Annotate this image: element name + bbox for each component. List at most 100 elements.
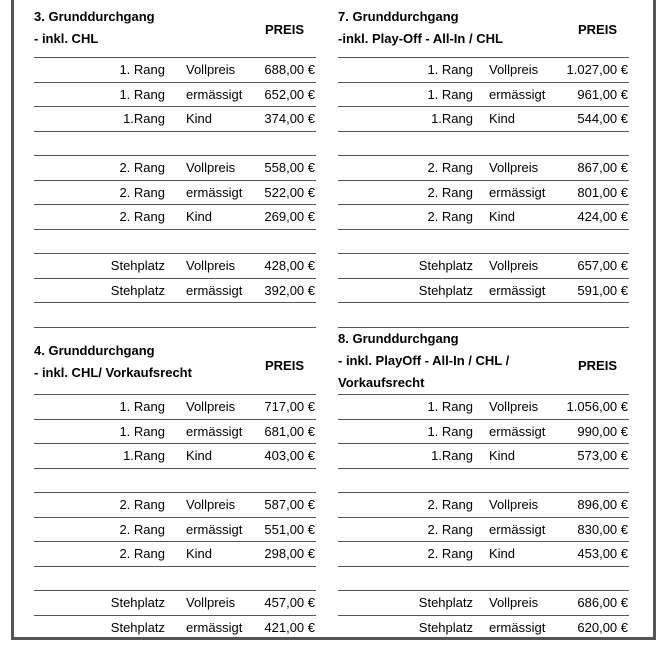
price-value: 681,00 € [264, 423, 315, 439]
seat-category: 1. Rang [427, 423, 473, 439]
price-table: 3. Grunddurchgang - inkl. CHL PREIS 1. Rang… [34, 0, 316, 327]
table-row: Stehplatz Vollpreis 457,00 € [34, 590, 316, 615]
price-value: 298,00 € [264, 546, 315, 561]
table-row [338, 228, 629, 254]
ticket-type: ermässigt [489, 619, 546, 635]
price-value: 867,00 € [577, 160, 628, 175]
table-row [34, 228, 316, 254]
ticket-type: Vollpreis [489, 595, 539, 610]
price-table: 7. Grunddurchgang -inkl. Play-Off - All-I… [338, 0, 629, 327]
table-row: 1. Rang ermässigt 961,00 € [338, 81, 629, 107]
price-table: 4. Grunddurchgang - inkl. CHL/ Vorkaufsre… [34, 327, 316, 639]
ticket-type: ermässigt [186, 86, 243, 102]
seat-category: 2. Rang [119, 497, 165, 512]
ticket-type: Vollpreis [186, 62, 236, 77]
table-row: 1. Rang ermässigt 652,00 € [34, 81, 316, 107]
price-column-header: PREIS [264, 358, 304, 373]
ticket-type: Vollpreis [186, 497, 236, 512]
ticket-type: Vollpreis [489, 160, 539, 175]
price-value: 801,00 € [577, 184, 628, 200]
table-row: 2. Rang Kind 298,00 € [34, 541, 316, 566]
table-row: Stehplatz Vollpreis 686,00 € [338, 590, 629, 615]
table-title-line: - inkl. CHL/ Vorkaufsrecht [34, 365, 192, 380]
price-value: 421,00 € [264, 619, 315, 635]
price-table: 8. Grunddurchgang - inkl. PlayOff - All-I… [338, 327, 629, 639]
table-row: Stehplatz Vollpreis 657,00 € [338, 253, 629, 278]
seat-category: 1.Rang [431, 111, 473, 126]
table-title-line: -inkl. Play-Off - All-In / CHL [338, 31, 503, 46]
ticket-type: ermässigt [186, 619, 243, 635]
price-value: 688,00 € [264, 62, 315, 77]
ticket-type: Kind [489, 111, 516, 126]
seat-category: 2. Rang [427, 184, 473, 200]
price-column-header: PREIS [264, 22, 304, 37]
seat-category: 2. Rang [427, 497, 473, 512]
seat-category: 1.Rang [123, 448, 165, 463]
price-value: 544,00 € [577, 111, 628, 126]
price-value: 990,00 € [577, 423, 628, 439]
ticket-type: ermässigt [489, 423, 546, 439]
seat-category: 1. Rang [427, 86, 473, 102]
ticket-type: ermässigt [186, 521, 243, 537]
table-row: 1.Rang Kind 573,00 € [338, 443, 629, 468]
table-row: Stehplatz ermässigt 591,00 € [338, 277, 629, 303]
table-row: 1. Rang Vollpreis 688,00 € [34, 57, 316, 82]
table-row [34, 302, 316, 327]
seat-category: 1. Rang [119, 62, 165, 77]
seat-category: 2. Rang [427, 209, 473, 224]
table-row: 2. Rang ermässigt 801,00 € [338, 179, 629, 205]
seat-category: 2. Rang [119, 184, 165, 200]
seat-category: Stehplatz [418, 258, 473, 273]
table-row: 1. Rang Vollpreis 717,00 € [34, 394, 316, 419]
table-row: Stehplatz ermässigt 421,00 € [34, 614, 316, 640]
table-row [34, 467, 316, 493]
seat-category: Stehplatz [418, 619, 473, 635]
ticket-type: Vollpreis [186, 399, 236, 414]
table-row: 2. Rang Vollpreis 587,00 € [34, 492, 316, 517]
table-row: Stehplatz Vollpreis 428,00 € [34, 253, 316, 278]
price-column-header: PREIS [577, 358, 617, 373]
table-row: 2. Rang ermässigt 830,00 € [338, 516, 629, 542]
ticket-type: Kind [489, 546, 516, 561]
price-value: 428,00 € [264, 258, 315, 273]
table-header: 7. Grunddurchgang -inkl. Play-Off - All-I… [338, 0, 629, 57]
table-row: 2. Rang Kind 453,00 € [338, 541, 629, 566]
ticket-type: Kind [489, 448, 516, 463]
ticket-type: Vollpreis [489, 497, 539, 512]
seat-category: Stehplatz [418, 595, 473, 610]
ticket-type: Kind [186, 209, 213, 224]
seat-category: 1. Rang [119, 423, 165, 439]
seat-category: 2. Rang [427, 160, 473, 175]
ticket-type: ermässigt [186, 282, 243, 298]
table-header: 8. Grunddurchgang - inkl. PlayOff - All-I… [338, 327, 629, 394]
seat-category: Stehplatz [110, 619, 165, 635]
price-value: 522,00 € [264, 184, 315, 200]
price-value: 269,00 € [264, 209, 315, 224]
price-column-header: PREIS [577, 22, 617, 37]
table-row [338, 130, 629, 156]
ticket-type: Vollpreis [186, 258, 236, 273]
ticket-type: Vollpreis [489, 258, 539, 273]
table-title-line: Vorkaufsrecht [338, 375, 425, 390]
table-row: 2. Rang Vollpreis 558,00 € [34, 155, 316, 180]
price-value: 374,00 € [264, 111, 315, 126]
table-row: 1.Rang Kind 403,00 € [34, 443, 316, 468]
table-row: 2. Rang ermässigt 522,00 € [34, 179, 316, 205]
seat-category: 2. Rang [119, 546, 165, 561]
table-title-line: 8. Grunddurchgang [338, 331, 459, 346]
seat-category: 1. Rang [119, 86, 165, 102]
seat-category: 1.Rang [123, 111, 165, 126]
price-value: 830,00 € [577, 521, 628, 537]
price-value: 457,00 € [264, 595, 315, 610]
table-title-line: 3. Grunddurchgang [34, 9, 155, 24]
table-row: 2. Rang Kind 424,00 € [338, 204, 629, 229]
seat-category: Stehplatz [110, 282, 165, 298]
table-row [338, 565, 629, 591]
table-row: 1. Rang ermässigt 990,00 € [338, 418, 629, 444]
ticket-type: Vollpreis [489, 399, 539, 414]
ticket-type: Kind [186, 111, 213, 126]
table-row: 1. Rang Vollpreis 1.027,00 € [338, 57, 629, 82]
ticket-type: Kind [186, 546, 213, 561]
ticket-type: ermässigt [489, 282, 546, 298]
seat-category: Stehplatz [418, 282, 473, 298]
